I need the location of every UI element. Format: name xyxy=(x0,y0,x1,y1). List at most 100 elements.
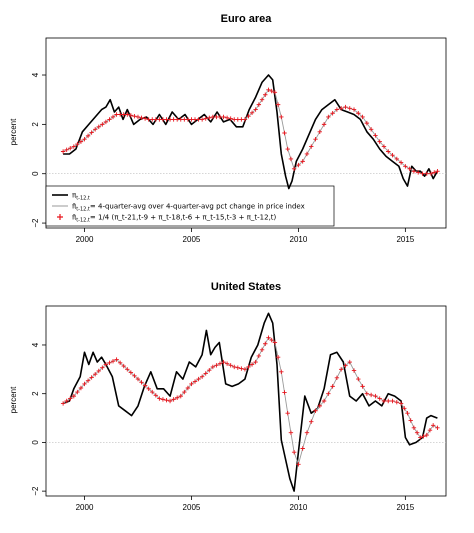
united-states-plus-marker xyxy=(246,364,251,370)
euro-area-plus-marker xyxy=(96,124,101,130)
united-states-plus-marker xyxy=(343,363,348,368)
euro-area-plus-marker xyxy=(351,107,357,112)
united-states-plus-marker xyxy=(309,419,314,424)
euro-area-plus-marker xyxy=(125,112,130,117)
euro-area-plus-marker xyxy=(420,171,425,176)
euro-area-plus-marker xyxy=(334,107,340,112)
legend-description-text: = 4-quarter-avg over 4-quarter-avg pct c… xyxy=(90,203,305,211)
united-states-plus-marker xyxy=(135,376,141,382)
united-states-plus-marker xyxy=(313,408,318,413)
united-states-plus-marker xyxy=(75,389,80,395)
euro-area-plus-marker xyxy=(300,159,305,164)
euro-area-series-2 xyxy=(60,87,440,176)
united-states-plus-marker xyxy=(125,367,130,372)
united-states-series-2 xyxy=(60,335,440,467)
united-states-plus-marker xyxy=(207,367,212,373)
euro-area-plus-marker xyxy=(203,116,208,121)
euro-area-plus-marker xyxy=(321,122,327,127)
euro-area-series-1 xyxy=(62,89,438,175)
euro-area-y-tick-label: 2 xyxy=(31,122,40,127)
united-states-x-tick-label: 2000 xyxy=(76,503,94,512)
united-states-plot-frame xyxy=(45,305,447,497)
united-states-plus-marker xyxy=(167,398,173,404)
euro-area-plus-marker xyxy=(253,107,258,112)
united-states-plus-marker xyxy=(96,368,101,374)
united-states-plus-marker xyxy=(266,335,271,340)
united-states-plus-marker xyxy=(390,398,395,404)
united-states-smoothed-line xyxy=(62,337,438,465)
euro-area-plus-marker xyxy=(317,129,322,134)
euro-area-plus-marker xyxy=(360,114,365,120)
united-states-plus-marker xyxy=(338,367,344,372)
united-states-plus-marker xyxy=(300,446,305,451)
united-states-plus-marker xyxy=(142,383,148,388)
euro-area-smoothed-line xyxy=(62,89,438,175)
united-states-plus-marker xyxy=(171,397,176,402)
euro-area-plus-marker xyxy=(424,171,429,176)
euro-area-plus-marker xyxy=(288,156,294,162)
united-states-plus-marker xyxy=(334,375,340,381)
euro-area-plus-marker xyxy=(78,139,84,144)
united-states-plus-marker xyxy=(192,379,198,384)
euro-area-plus-marker xyxy=(394,156,400,162)
euro-area-plus-marker xyxy=(207,115,212,120)
united-states-x-tick-label: 2010 xyxy=(290,503,308,512)
united-states-plus-marker xyxy=(71,393,77,399)
united-states-plus-marker xyxy=(386,398,391,404)
legend-symbol-text: π̄ xyxy=(72,214,77,222)
united-states-plus-marker xyxy=(242,367,248,372)
euro-area-plus-marker xyxy=(110,114,116,120)
euro-area-plus-marker xyxy=(272,90,278,95)
united-states-plus-marker xyxy=(291,449,297,455)
euro-area-plus-marker xyxy=(135,114,141,120)
euro-area-plus-marker xyxy=(407,166,412,171)
euro-area-x-tick-label: 2005 xyxy=(183,235,201,244)
euro-area-y-tick-label: 4 xyxy=(31,72,40,77)
united-states-plus-marker xyxy=(185,385,191,391)
united-states-plus-marker xyxy=(232,364,237,370)
united-states-plus-marker xyxy=(421,434,426,439)
euro-area-plus-marker xyxy=(71,144,77,149)
united-states-plus-marker xyxy=(253,359,258,365)
united-states-plus-marker xyxy=(160,397,166,402)
united-states-plus-marker xyxy=(418,435,423,440)
euro-area-plus-marker xyxy=(275,102,281,107)
euro-area-series-0 xyxy=(63,74,439,190)
united-states-y-tick-label: 4 xyxy=(31,342,40,347)
legend-entry-label: πt-12,t xyxy=(72,192,90,202)
united-states-plus-marker xyxy=(164,397,169,403)
united-states-plus-marker xyxy=(360,384,365,389)
euro-area-plus-marker xyxy=(398,160,404,165)
united-states-plus-marker xyxy=(128,370,134,375)
united-states-plus-marker xyxy=(364,391,370,396)
euro-area-legend: πt-12,tπ̄t-12,t= 4-quarter-avg over 4-qu… xyxy=(45,185,335,227)
euro-area-x-tick-label: 2000 xyxy=(76,235,94,244)
united-states-plus-marker xyxy=(224,361,230,366)
united-states-plus-marker xyxy=(356,376,361,382)
euro-area-plus-marker xyxy=(377,139,382,144)
united-states-plus-marker xyxy=(296,462,301,467)
united-states-series-0 xyxy=(62,312,438,492)
euro-area-plus-marker xyxy=(368,127,374,132)
euro-area-plus-marker xyxy=(142,116,148,121)
euro-area-plus-marker xyxy=(89,130,94,135)
united-states-plus-marker xyxy=(398,401,404,406)
euro-area-plus-marker xyxy=(256,102,262,107)
united-states-plus-marker xyxy=(402,406,407,411)
united-states-y-axis-label: percent xyxy=(9,386,18,413)
united-states-plus-marker xyxy=(85,378,91,383)
united-states-plus-marker xyxy=(221,359,226,365)
united-states-plus-marker xyxy=(326,391,331,396)
euro-area-plus-marker xyxy=(364,120,370,126)
united-states-plus-marker xyxy=(174,395,180,400)
united-states-series-1 xyxy=(62,337,438,465)
united-states-plus-marker xyxy=(196,376,201,382)
united-states-plus-marker xyxy=(68,396,73,401)
united-states-plus-marker xyxy=(157,396,162,401)
united-states-inflation-line xyxy=(62,312,438,492)
united-states-plus-marker xyxy=(317,403,322,409)
united-states-plus-marker xyxy=(377,396,382,401)
euro-area-plus-marker xyxy=(60,149,66,154)
euro-area-plus-marker xyxy=(82,136,87,142)
